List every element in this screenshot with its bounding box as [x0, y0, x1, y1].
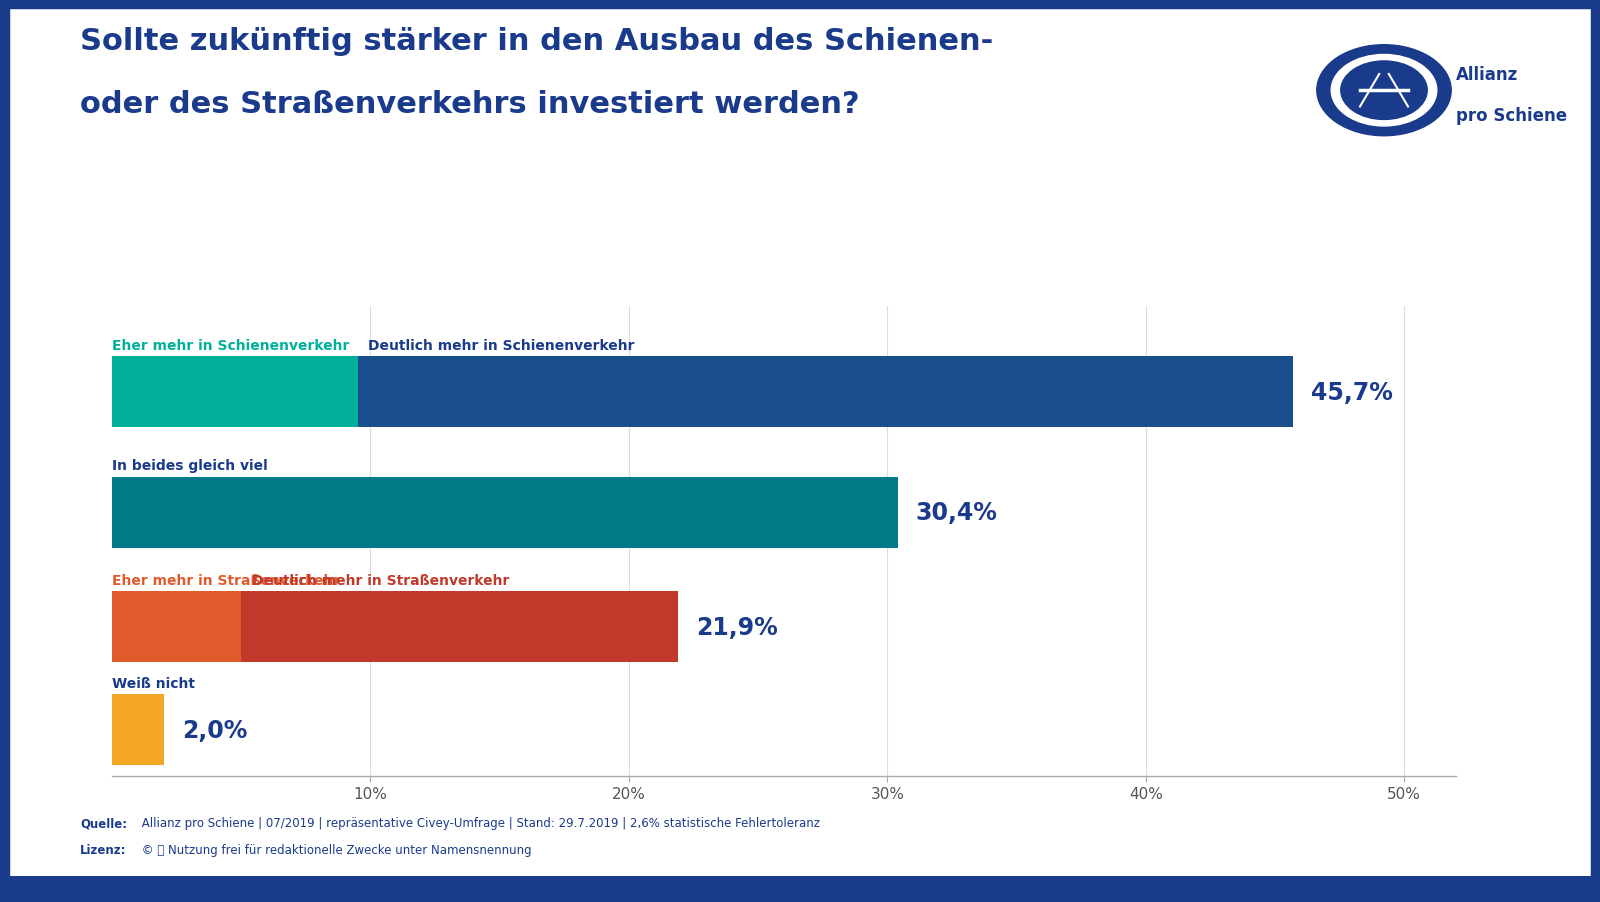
- Bar: [242, 592, 678, 662]
- Circle shape: [1341, 62, 1427, 120]
- Text: Allianz: Allianz: [1456, 66, 1518, 84]
- Text: Eher mehr in Schienenverkehr: Eher mehr in Schienenverkehr: [112, 338, 349, 353]
- Circle shape: [1331, 55, 1437, 127]
- Bar: [112, 477, 898, 548]
- Bar: [112, 695, 163, 766]
- Bar: [357, 357, 1293, 428]
- Text: Deutlich mehr in Straßenverkehr: Deutlich mehr in Straßenverkehr: [251, 573, 509, 587]
- Text: Weiß nicht: Weiß nicht: [112, 676, 195, 690]
- Text: © Ⓐ Nutzung frei für redaktionelle Zwecke unter Namensnennung: © Ⓐ Nutzung frei für redaktionelle Zweck…: [138, 843, 531, 856]
- Text: 45,7%: 45,7%: [1312, 381, 1394, 404]
- Text: Sollte zukünftig stärker in den Ausbau des Schienen-: Sollte zukünftig stärker in den Ausbau d…: [80, 27, 994, 56]
- Text: 30,4%: 30,4%: [915, 501, 998, 525]
- Bar: [112, 592, 242, 662]
- Text: In beides gleich viel: In beides gleich viel: [112, 458, 267, 473]
- Text: oder des Straßenverkehrs investiert werden?: oder des Straßenverkehrs investiert werd…: [80, 90, 859, 119]
- Bar: [112, 357, 357, 428]
- Text: 2,0%: 2,0%: [182, 718, 246, 742]
- Circle shape: [1317, 46, 1451, 136]
- Text: Quelle:: Quelle:: [80, 816, 126, 829]
- Text: Eher mehr in Straßenverkehr: Eher mehr in Straßenverkehr: [112, 573, 341, 587]
- Text: 21,9%: 21,9%: [696, 615, 778, 639]
- Text: Allianz pro Schiene | 07/2019 | repräsentative Civey-Umfrage | Stand: 29.7.2019 : Allianz pro Schiene | 07/2019 | repräsen…: [138, 816, 819, 829]
- Text: Lizenz:: Lizenz:: [80, 843, 126, 856]
- Text: pro Schiene: pro Schiene: [1456, 106, 1566, 124]
- Text: Deutlich mehr in Schienenverkehr: Deutlich mehr in Schienenverkehr: [368, 338, 634, 353]
